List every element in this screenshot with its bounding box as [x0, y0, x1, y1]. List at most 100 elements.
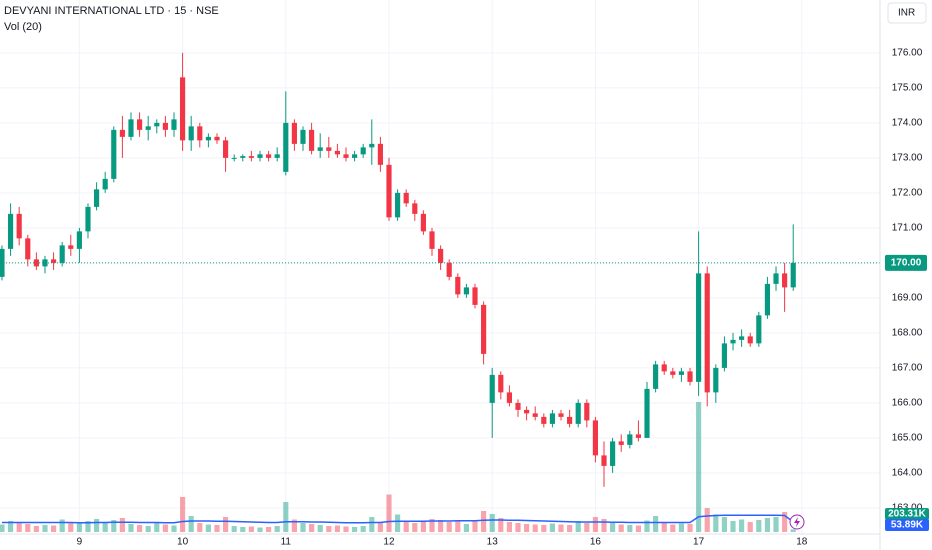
volume-bar: [171, 525, 177, 532]
volume-bar: [438, 520, 444, 532]
volume-bar: [25, 524, 31, 532]
volume-bar: [257, 527, 263, 532]
volume-bar: [386, 494, 392, 532]
candle-body: [309, 129, 315, 151]
volume-bar: [644, 520, 650, 532]
candle-body: [687, 371, 693, 382]
volume-bar: [51, 525, 57, 532]
candle-body: [524, 409, 530, 414]
volume-bar: [59, 519, 65, 532]
candle-body: [334, 150, 340, 155]
candle-body: [747, 336, 753, 344]
y-tick-label: 165.00: [892, 433, 923, 444]
volume-bar: [653, 516, 659, 532]
volume-bar: [0, 524, 5, 532]
volume-bar: [764, 518, 770, 532]
candle-body: [352, 154, 358, 158]
volume-bar: [197, 523, 203, 532]
candle-body: [739, 336, 745, 340]
volume-bar: [119, 518, 125, 532]
volume-bar: [377, 522, 383, 532]
axes: 163.00164.00165.00166.00167.00168.00169.…: [77, 47, 929, 548]
candle-body: [515, 402, 521, 410]
y-tick-label: 176.00: [892, 47, 923, 58]
candle-body: [240, 156, 246, 158]
candle-body: [661, 364, 667, 372]
volume-bar: [773, 517, 779, 532]
volume-bar: [283, 502, 289, 532]
currency-button[interactable]: [887, 2, 927, 24]
volume-ma-tag: [885, 508, 929, 520]
candle-body: [481, 304, 487, 354]
volume-bar: [584, 523, 590, 532]
x-tick-label: 10: [177, 537, 189, 548]
candle-body: [721, 343, 727, 368]
volume-bar: [670, 524, 676, 532]
chart-title: DEVYANI INTERNATIONAL LTD · 15 · NSE: [4, 5, 219, 17]
candle-body: [472, 287, 478, 305]
candle-body: [670, 371, 676, 375]
volume-bar: [463, 524, 469, 532]
volume-bar: [248, 526, 254, 532]
volume-bar: [687, 524, 693, 532]
candle-body: [756, 315, 762, 344]
candle-body: [274, 154, 280, 158]
candle-body: [369, 143, 375, 148]
volume-bar: [541, 525, 547, 532]
candle-body: [68, 245, 74, 249]
candle-body: [644, 388, 650, 438]
volume-bar: [33, 526, 39, 532]
x-tick-label: 11: [281, 537, 292, 548]
x-tick-label: 13: [487, 537, 499, 548]
candle-body: [326, 147, 332, 151]
volume-bar: [188, 516, 194, 532]
candle-body: [790, 262, 796, 288]
volume-bar: [85, 521, 91, 532]
candle-body: [102, 178, 108, 190]
volume-bar: [76, 523, 82, 532]
volume-tag: [885, 519, 929, 531]
candle-body: [498, 374, 504, 393]
volume-bar: [309, 524, 315, 532]
volume-bar: [180, 497, 186, 532]
volume-bar: [635, 525, 641, 532]
x-tick-label: 9: [77, 537, 83, 548]
y-tick-label: 174.00: [892, 118, 923, 129]
candle-body: [696, 273, 702, 382]
candle-body: [610, 441, 616, 466]
candle-body: [395, 192, 401, 218]
volume-bar: [205, 524, 211, 532]
candle-body: [463, 287, 469, 295]
volume-bar: [266, 527, 272, 532]
candle-body: [678, 371, 684, 375]
volume-bar: [730, 521, 736, 532]
volume-bar: [395, 514, 401, 532]
volume-bar: [343, 526, 349, 532]
candle-body: [420, 213, 426, 232]
candle-body: [25, 238, 31, 260]
volume-ma-line: [1, 514, 794, 524]
volume-bar: [42, 525, 48, 532]
candle-body: [627, 434, 633, 445]
candle-body: [377, 143, 383, 165]
volume-bar: [704, 508, 710, 532]
y-tick-label: 169.00: [892, 293, 923, 304]
volume-bar: [747, 522, 753, 532]
candle-body: [429, 231, 435, 249]
volume-bar: [618, 524, 624, 532]
candle-body: [575, 402, 581, 424]
candle-body: [558, 413, 564, 417]
candle-body: [403, 192, 409, 204]
candle-body: [584, 402, 590, 421]
volume-bar: [756, 520, 762, 532]
candle-body: [59, 245, 65, 263]
candle-body: [386, 164, 392, 218]
y-tick-label: 171.00: [892, 223, 923, 234]
candle-body: [188, 126, 194, 141]
volume-bar: [240, 527, 246, 532]
candle-body: [782, 273, 788, 288]
volume-bar: [782, 512, 788, 532]
candle-body: [128, 119, 134, 137]
y-tick-label: 166.00: [892, 398, 923, 409]
x-tick-label: 18: [796, 537, 808, 548]
